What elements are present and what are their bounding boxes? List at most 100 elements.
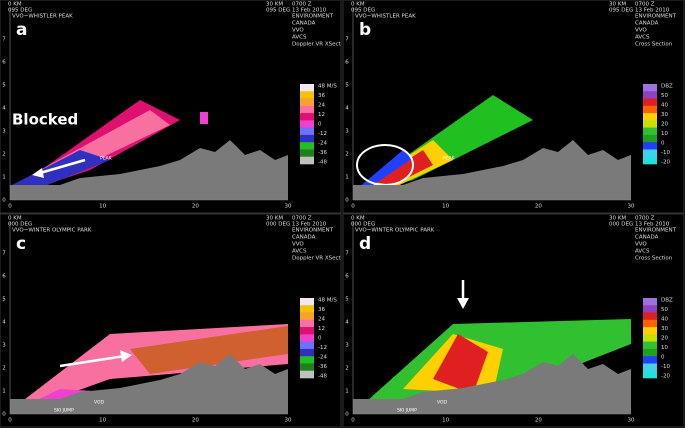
colorbar-label: 0 [661, 355, 665, 361]
x-tick-label: 30 [628, 418, 635, 424]
x-tick-label: 10 [99, 418, 106, 424]
y-tick-label: 4 [345, 106, 349, 112]
colorbar-swatch [300, 84, 314, 92]
x-tick-label: 0 [351, 204, 355, 210]
annotation: SKI JUMP [54, 408, 74, 414]
panel-letter: c [16, 234, 26, 254]
y-tick-label: 4 [2, 106, 6, 112]
site-title: VVO~WINTER OLYMPIC PARK [12, 228, 92, 234]
colorbar-swatch [643, 105, 657, 114]
colorbar-label: 50 [661, 93, 668, 99]
y-tick-label: 5 [345, 297, 349, 303]
header-right: 000 DEG [266, 222, 290, 228]
y-tick-label: 0 [345, 412, 349, 418]
info-label: VVO [292, 28, 304, 34]
header-left: 000 DEG [8, 222, 32, 228]
x-tick-label: 30 [285, 418, 292, 424]
info-label: CANADA [635, 21, 659, 27]
colorbar-label: -24 [318, 141, 327, 147]
echo [433, 334, 488, 394]
colorbar-label: 12 [318, 326, 325, 332]
x-tick-label: 0 [8, 418, 12, 424]
info-label: VVO [292, 242, 304, 248]
colorbar-swatch [643, 327, 657, 335]
colorbar-label: -10 [661, 150, 670, 156]
info-label: Doppler VR XSect [292, 42, 342, 48]
colorbar-label: 30 [661, 112, 668, 118]
colorbar-label: 36 [318, 307, 325, 313]
y-tick-label: 2 [2, 152, 6, 158]
y-tick-label: 3 [345, 343, 349, 349]
header-right: 30 KM [266, 216, 283, 222]
colorbar-label: 0 [318, 122, 322, 128]
colorbar-swatch [300, 348, 314, 357]
y-tick-label: 5 [2, 297, 6, 303]
y-tick-label: 3 [345, 129, 349, 135]
colorbar-unit: DBZ [661, 84, 673, 90]
terrain [353, 354, 631, 414]
panel-letter: b [359, 20, 371, 40]
colorbar-swatch [300, 327, 314, 335]
y-tick-label: 6 [345, 60, 349, 66]
colorbar-swatch [300, 120, 314, 128]
y-tick-label: 5 [2, 83, 6, 89]
colorbar-swatch [300, 142, 314, 150]
echo [130, 326, 288, 374]
y-tick-label: 0 [2, 412, 6, 418]
colorbar-label: 36 [318, 93, 325, 99]
colorbar-swatch [643, 113, 657, 121]
colorbar-label: 0 [661, 141, 665, 147]
x-tick-label: 20 [535, 204, 542, 210]
colorbar-label: 0 [318, 336, 322, 342]
y-tick-label: 7 [345, 37, 349, 43]
time-label: 0700 Z [292, 216, 312, 222]
panel-letter: d [359, 234, 371, 254]
colorbar-unit: 48 M/S [318, 298, 337, 304]
colorbar-swatch [300, 305, 314, 313]
info-label: ENVIRONMENT [292, 228, 334, 234]
colorbar-label: -10 [661, 364, 670, 370]
colorbar-swatch [300, 105, 314, 114]
header-left: 0 KM [351, 216, 365, 222]
colorbar-label: 40 [661, 317, 668, 323]
colorbar-swatch [300, 298, 314, 306]
annotation: Blocked [12, 111, 78, 129]
terrain [10, 140, 288, 200]
info-label: Doppler VR XSect [292, 256, 342, 262]
colorbar-swatch [643, 348, 657, 357]
arrow-head [32, 168, 44, 178]
colorbar-label: -36 [318, 150, 327, 156]
colorbar-swatch [300, 319, 314, 328]
time-label: 0700 Z [635, 216, 655, 222]
header-left: 000 DEG [351, 222, 375, 228]
colorbar-label: 10 [661, 131, 668, 137]
colorbar-swatch [643, 312, 657, 321]
x-tick-label: 30 [285, 204, 292, 210]
colorbar-label: 24 [318, 317, 325, 323]
info-label: CANADA [292, 21, 316, 27]
colorbar-swatch [300, 370, 314, 379]
y-tick-label: 1 [2, 389, 6, 395]
info-label: AVCS [292, 249, 307, 255]
header-left: 095 DEG [8, 8, 32, 14]
colorbar-swatch [300, 113, 314, 121]
colorbar-swatch [300, 156, 314, 165]
y-tick-label: 7 [345, 251, 349, 257]
colorbar-swatch [643, 149, 657, 158]
echo [200, 112, 208, 124]
info-label: ENVIRONMENT [292, 14, 334, 20]
y-tick-label: 1 [2, 175, 6, 181]
time-label: 0700 Z [635, 2, 655, 8]
info-label: Cross Section [635, 256, 673, 262]
annotation: PEAK [100, 156, 113, 162]
header-right: 30 KM [609, 2, 626, 8]
annotation: VOD [94, 400, 105, 406]
x-tick-label: 20 [192, 418, 199, 424]
echo [373, 150, 433, 185]
colorbar-label: -48 [318, 374, 327, 380]
colorbar-label: -24 [318, 355, 327, 361]
colorbar-swatch [300, 363, 314, 372]
colorbar-swatch [643, 84, 657, 92]
colorbar-label: 30 [661, 326, 668, 332]
